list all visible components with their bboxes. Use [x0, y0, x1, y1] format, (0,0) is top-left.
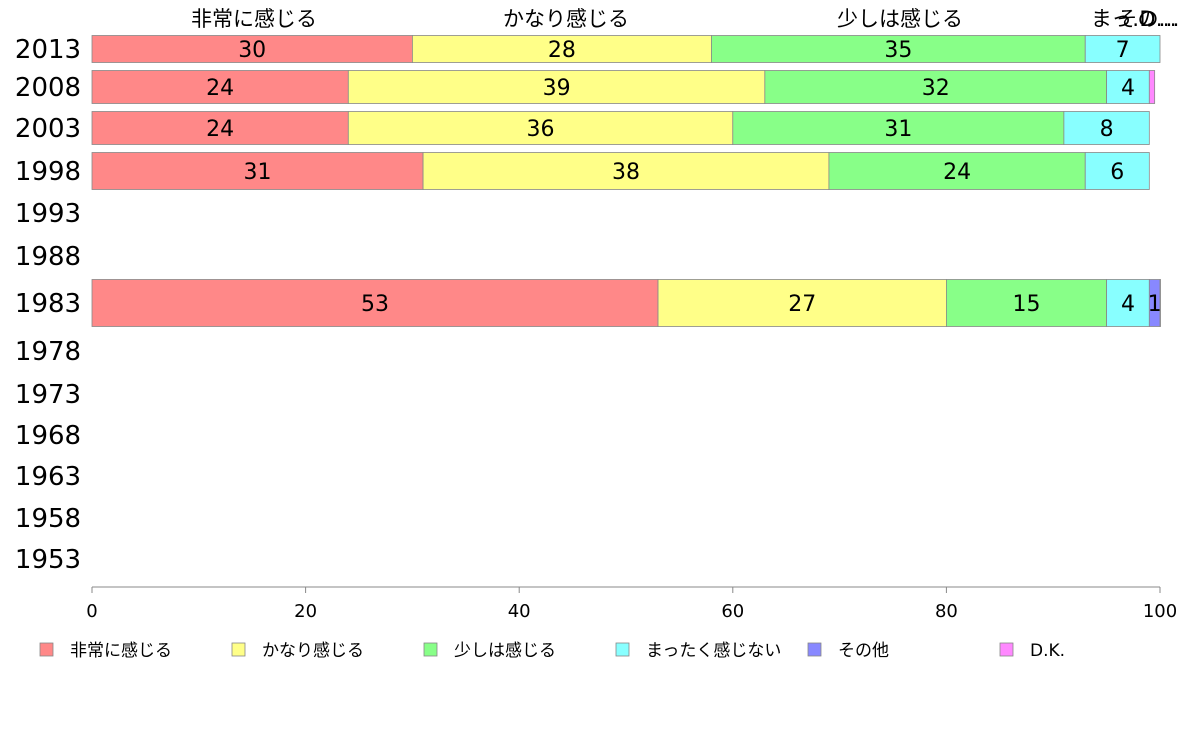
- x-tick-label-100: 100: [1143, 601, 1177, 622]
- top-category-label-5: D…: [1139, 7, 1176, 31]
- year-label-1988: 1988: [15, 242, 81, 272]
- data-label-2008-2: 32: [922, 76, 950, 101]
- top-category-label-3: まっ…: [1091, 7, 1153, 31]
- bar-segment-1983-2: [946, 279, 1108, 327]
- bar-segment-1983-1: [657, 279, 947, 327]
- year-label-1998: 1998: [15, 157, 81, 187]
- year-label-1993: 1993: [15, 199, 81, 229]
- data-label-1998-1: 38: [612, 160, 640, 185]
- legend-swatch-3: [615, 642, 630, 657]
- legend-label-0: 非常に感じる: [70, 641, 172, 661]
- year-label-1983: 1983: [15, 289, 81, 319]
- bar-segment-2008-2: [764, 70, 1108, 104]
- legend-label-1: かなり感じる: [262, 641, 364, 661]
- legend-label-5: D.K.: [1030, 641, 1065, 661]
- data-label-1983-0: 53: [361, 292, 389, 317]
- x-tick-label-80: 80: [935, 601, 958, 622]
- x-tick-label-20: 20: [294, 601, 317, 622]
- bar-segment-1983-5: [1159, 279, 1161, 327]
- legend-swatch-2: [423, 642, 438, 657]
- year-label-1973: 1973: [15, 380, 81, 410]
- x-tick-label-40: 40: [508, 601, 531, 622]
- bar-segment-2008-1: [347, 70, 766, 104]
- legend-swatch-0: [39, 642, 54, 657]
- year-label-1968: 1968: [15, 421, 81, 451]
- top-category-label-0: 非常に感じる: [191, 7, 317, 31]
- bar-segment-1998-3: [1084, 152, 1150, 190]
- bar-segment-2013-0: [91, 35, 413, 63]
- data-label-2003-0: 24: [206, 117, 234, 142]
- bar-segment-2003-0: [91, 111, 349, 145]
- data-label-1983-3: 4: [1121, 292, 1135, 317]
- bar-segment-1998-0: [91, 152, 424, 190]
- year-label-2003: 2003: [15, 114, 81, 144]
- data-label-2013-1: 28: [548, 38, 576, 63]
- data-label-2013-2: 35: [884, 38, 912, 63]
- legend-swatch-4: [807, 642, 822, 657]
- year-label-1953: 1953: [15, 545, 81, 575]
- data-label-1983-2: 15: [1013, 292, 1041, 317]
- bar-segment-2013-3: [1084, 35, 1161, 63]
- top-category-label-2: 少しは感じる: [837, 7, 963, 31]
- x-tick-label-0: 0: [86, 601, 97, 622]
- data-label-2008-3: 4: [1121, 76, 1135, 101]
- bar-segment-2013-2: [711, 35, 1086, 63]
- data-label-2008-1: 39: [543, 76, 571, 101]
- data-label-2008-0: 24: [206, 76, 234, 101]
- x-tick-label-60: 60: [721, 601, 744, 622]
- data-label-1998-3: 6: [1110, 160, 1124, 185]
- data-label-1983-1: 27: [788, 292, 816, 317]
- legend-swatch-1: [231, 642, 246, 657]
- bar-segment-2008-5: [1148, 70, 1156, 104]
- bar-segment-1983-0: [91, 279, 659, 327]
- legend-label-2: 少しは感じる: [454, 641, 556, 661]
- year-label-1963: 1963: [15, 462, 81, 492]
- legend-label-3: まったく感じない: [646, 641, 781, 661]
- top-category-label-4: その…: [1117, 7, 1180, 31]
- data-label-2003-1: 36: [527, 117, 555, 142]
- data-label-2013-0: 30: [238, 38, 266, 63]
- bar-segment-2008-0: [91, 70, 349, 104]
- data-label-2013-3: 7: [1116, 38, 1130, 63]
- year-label-1958: 1958: [15, 504, 81, 534]
- year-label-2013: 2013: [15, 35, 81, 65]
- bar-segment-2008-3: [1106, 70, 1150, 104]
- bar-segment-2003-3: [1063, 111, 1150, 145]
- bar-segment-2003-1: [347, 111, 734, 145]
- legend-swatch-5: [999, 642, 1014, 657]
- bar-segment-2013-1: [411, 35, 712, 63]
- bar-segment-1998-1: [422, 152, 830, 190]
- data-label-2003-2: 31: [884, 117, 912, 142]
- bar-segment-1983-3: [1106, 279, 1150, 327]
- data-label-1983-4: 1: [1148, 292, 1162, 317]
- data-label-1998-2: 24: [943, 160, 971, 185]
- top-category-label-1: かなり感じる: [503, 7, 629, 31]
- data-label-2003-3: 8: [1100, 117, 1114, 142]
- data-label-1998-0: 31: [244, 160, 272, 185]
- legend-label-4: その他: [838, 641, 889, 661]
- year-label-1978: 1978: [15, 337, 81, 367]
- year-label-2008: 2008: [15, 73, 81, 103]
